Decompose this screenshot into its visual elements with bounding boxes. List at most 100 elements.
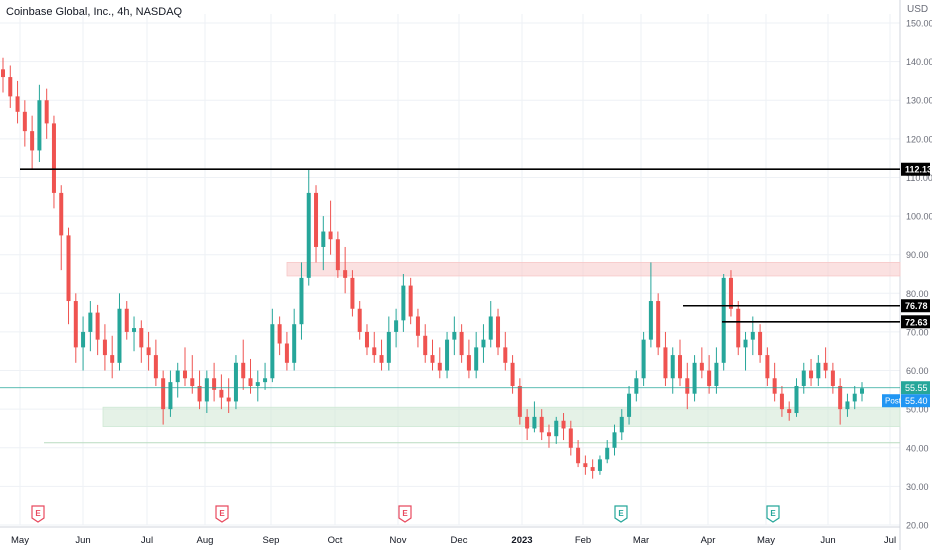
candle-body[interactable] [510, 362, 515, 386]
candle-body[interactable] [168, 382, 173, 410]
candle-body[interactable] [328, 231, 333, 240]
candle-body[interactable] [321, 231, 326, 247]
candle-body[interactable] [466, 355, 471, 371]
candle-body[interactable] [714, 362, 719, 386]
candle-body[interactable] [576, 447, 581, 464]
candle-body[interactable] [597, 459, 602, 471]
candle-body[interactable] [124, 308, 129, 332]
candle-body[interactable] [685, 378, 690, 394]
candle-body[interactable] [22, 111, 27, 132]
candle-body[interactable] [88, 312, 93, 332]
candle-body[interactable] [772, 378, 777, 394]
candle-body[interactable] [233, 362, 238, 402]
candle-body[interactable] [707, 370, 712, 386]
candle-body[interactable] [153, 355, 158, 379]
candle-body[interactable] [750, 331, 755, 340]
candle-body[interactable] [452, 331, 457, 340]
candle-body[interactable] [568, 428, 573, 448]
candle-body[interactable] [146, 347, 151, 356]
candle-body[interactable] [670, 355, 675, 379]
candle-body[interactable] [656, 301, 661, 348]
candle-body[interactable] [415, 316, 420, 336]
earnings-marker[interactable] [398, 505, 412, 523]
candle-body[interactable] [357, 308, 362, 332]
candle-body[interactable] [190, 378, 195, 386]
candle-body[interactable] [117, 308, 122, 363]
candle-body[interactable] [81, 331, 86, 348]
candle-body[interactable] [546, 432, 551, 437]
candle-body[interactable] [678, 355, 683, 379]
candle-body[interactable] [496, 316, 501, 348]
candle-body[interactable] [619, 416, 624, 433]
candle-body[interactable] [379, 355, 384, 363]
candle-body[interactable] [481, 339, 486, 348]
candle-body[interactable] [30, 131, 35, 151]
candle-body[interactable] [525, 416, 530, 429]
candle-body[interactable] [758, 331, 763, 356]
candle-body[interactable] [197, 385, 202, 402]
candle-body[interactable] [255, 382, 260, 386]
candle-body[interactable] [765, 355, 770, 379]
candle-body[interactable] [95, 312, 100, 340]
candle-body[interactable] [721, 277, 726, 363]
candle-body[interactable] [263, 378, 268, 383]
candle-body[interactable] [408, 285, 413, 317]
candle-body[interactable] [539, 416, 544, 433]
candle-body[interactable] [445, 339, 450, 371]
candle-body[interactable] [430, 355, 435, 363]
candle-body[interactable] [809, 370, 814, 379]
candle-body[interactable] [401, 285, 406, 321]
candle-body[interactable] [226, 397, 231, 402]
candle-body[interactable] [583, 463, 588, 468]
candle-body[interactable] [110, 355, 115, 363]
candle-body[interactable] [306, 192, 311, 278]
candle-body[interactable] [44, 100, 49, 124]
candle-body[interactable] [314, 192, 319, 247]
candle-body[interactable] [343, 270, 348, 278]
candle-body[interactable] [15, 96, 20, 112]
earnings-marker[interactable] [215, 505, 229, 523]
candle-body[interactable] [699, 362, 704, 371]
candle-body[interactable] [823, 362, 828, 371]
candle-body[interactable] [612, 432, 617, 448]
candle-body[interactable] [736, 308, 741, 348]
candle-body[interactable] [794, 385, 799, 414]
candle-body[interactable] [364, 331, 369, 348]
candle-body[interactable] [554, 420, 559, 437]
earnings-marker[interactable] [766, 505, 780, 523]
candle-body[interactable] [139, 328, 144, 348]
price-zone[interactable] [286, 262, 901, 277]
candle-body[interactable] [284, 343, 289, 363]
candle-body[interactable] [692, 362, 697, 394]
candle-body[interactable] [248, 378, 253, 386]
candle-body[interactable] [219, 389, 224, 398]
candle-body[interactable] [204, 378, 209, 402]
candle-body[interactable] [787, 409, 792, 414]
candle-body[interactable] [634, 378, 639, 394]
candle-body[interactable] [605, 447, 610, 460]
candle-body[interactable] [73, 301, 78, 348]
earnings-marker[interactable] [614, 505, 628, 523]
candle-body[interactable] [59, 192, 64, 236]
candle-body[interactable] [277, 324, 282, 344]
candle-body[interactable] [132, 328, 137, 332]
candle-body[interactable] [743, 339, 748, 348]
candle-body[interactable] [175, 370, 180, 383]
candle-body[interactable] [66, 235, 71, 302]
candle-body[interactable] [590, 467, 595, 471]
candle-body[interactable] [801, 370, 806, 386]
candle-body[interactable] [830, 370, 835, 386]
candle-body[interactable] [627, 393, 632, 417]
candle-body[interactable] [459, 331, 464, 356]
candle-body[interactable] [845, 401, 850, 410]
candle-body[interactable] [270, 324, 275, 379]
candle-body[interactable] [8, 77, 13, 97]
candle-body[interactable] [838, 385, 843, 410]
candle-body[interactable] [372, 347, 377, 356]
candle-body[interactable] [292, 324, 297, 363]
candle-body[interactable] [102, 339, 107, 356]
candle-body[interactable] [386, 331, 391, 363]
candle-body[interactable] [648, 301, 653, 340]
candle-body[interactable] [728, 277, 733, 309]
